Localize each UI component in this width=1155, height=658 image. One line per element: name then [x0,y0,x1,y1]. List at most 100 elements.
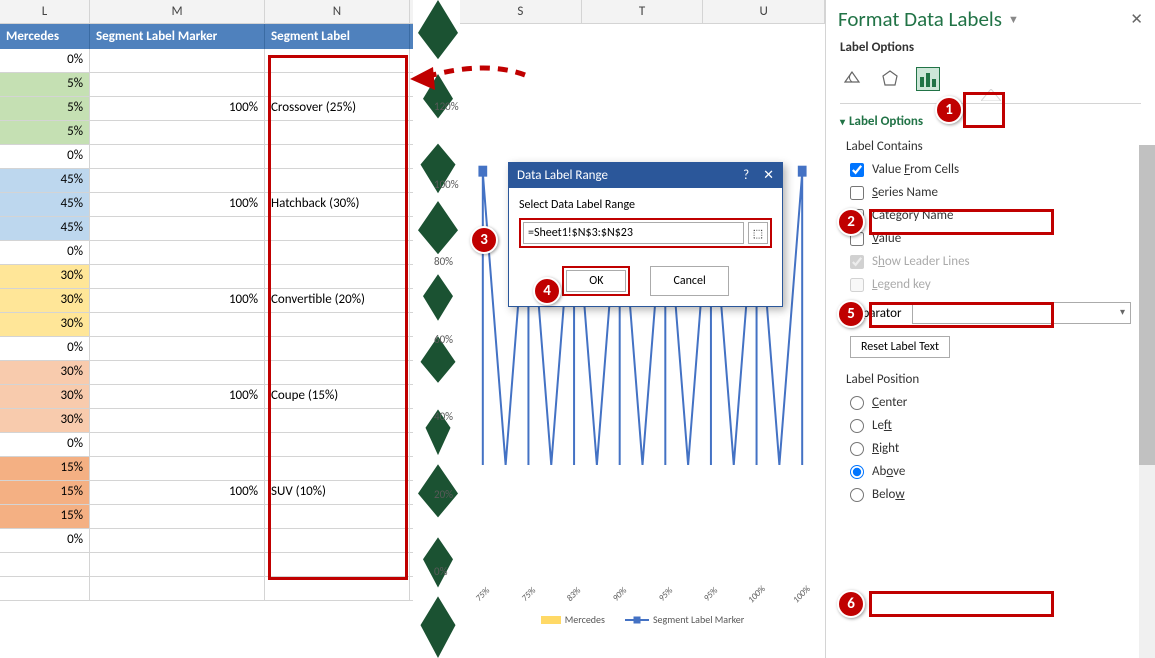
cell[interactable]: 100% [90,385,265,408]
value-from-cells-option[interactable]: Value From Cells [826,158,1155,181]
cell[interactable] [90,409,265,432]
table-row[interactable]: 45% [0,217,420,241]
hdr-segment-label[interactable]: Segment Label [265,24,410,49]
cell[interactable]: 15% [0,457,90,480]
cell[interactable]: 100% [90,289,265,312]
table-row[interactable]: 5%100%Crossover (25%) [0,97,420,121]
pane-close-icon[interactable]: ✕ [1130,10,1143,29]
cell[interactable]: 100% [90,97,265,120]
cell[interactable]: 45% [0,169,90,192]
cell[interactable] [265,409,410,432]
cell[interactable] [265,505,410,528]
table-row[interactable]: 45%100%Hatchback (30%) [0,193,420,217]
cell[interactable] [265,169,410,192]
data-label-range-input[interactable] [523,222,744,244]
table-row[interactable]: 0% [0,241,420,265]
left-radio[interactable] [850,419,864,433]
cell[interactable]: 0% [0,337,90,360]
cell[interactable]: 45% [0,217,90,240]
category-name-option[interactable]: Category Name [826,204,1155,227]
table-row[interactable]: 30% [0,409,420,433]
col-header-N[interactable]: N [265,0,410,23]
series-name-option[interactable]: Series Name [826,181,1155,204]
collapse-dialog-icon[interactable]: ⬚ [748,222,768,244]
cell[interactable] [265,361,410,384]
position-center-option[interactable]: Center [826,391,1155,414]
cell[interactable] [265,217,410,240]
col-header-S[interactable]: S [460,0,582,23]
cell[interactable]: 45% [0,193,90,216]
cell[interactable]: 30% [0,265,90,288]
stacked-chart[interactable]: 120%100%80%60%40%20%0% 75%75%83%90%95%95… [430,60,825,630]
cell[interactable] [90,217,265,240]
cell[interactable]: Hatchback (30%) [265,193,410,216]
cell[interactable] [90,529,265,552]
cell[interactable] [265,265,410,288]
value-from-cells-checkbox[interactable] [850,163,864,177]
cell[interactable]: 30% [0,385,90,408]
hdr-mercedes[interactable]: Mercedes [0,24,90,49]
cell[interactable] [265,457,410,480]
cell[interactable] [90,361,265,384]
below-radio[interactable] [850,488,864,502]
dialog-help-icon[interactable]: ? [743,168,749,183]
cell[interactable] [265,529,410,552]
cell[interactable] [265,313,410,336]
cell[interactable]: 100% [90,481,265,504]
table-row[interactable]: 0% [0,433,420,457]
table-row[interactable]: 15% [0,457,420,481]
center-radio[interactable] [850,396,864,410]
cell[interactable] [265,577,410,600]
cell[interactable] [90,169,265,192]
cell[interactable]: Crossover (25%) [265,97,410,120]
cell[interactable] [265,553,410,576]
table-row[interactable]: 45% [0,169,420,193]
cell[interactable]: 0% [0,145,90,168]
series-name-checkbox[interactable] [850,186,864,200]
cell[interactable]: Convertible (20%) [265,289,410,312]
cell[interactable] [90,241,265,264]
pane-scrollbar-thumb[interactable] [1139,145,1155,465]
cancel-button[interactable]: Cancel [650,266,728,296]
cell[interactable] [265,121,410,144]
cell[interactable] [0,577,90,600]
cell[interactable] [90,553,265,576]
table-row[interactable]: 30%100%Coupe (15%) [0,385,420,409]
cell[interactable] [90,265,265,288]
table-row[interactable]: 0% [0,337,420,361]
table-row[interactable]: 0% [0,145,420,169]
position-above-option[interactable]: Above [826,460,1155,483]
cell[interactable]: 0% [0,529,90,552]
separator-dropdown[interactable] [912,302,1132,324]
pane-dropdown-icon[interactable]: ▼ [1008,13,1019,26]
cell[interactable] [90,313,265,336]
table-row[interactable]: 0% [0,49,420,73]
reset-label-text-button[interactable]: Reset Label Text [850,336,950,358]
cell[interactable] [90,121,265,144]
cell[interactable]: 15% [0,481,90,504]
position-left-option[interactable]: Left [826,414,1155,437]
cell[interactable] [265,241,410,264]
cell[interactable]: 30% [0,409,90,432]
cell[interactable] [0,553,90,576]
cell[interactable]: 5% [0,73,90,96]
cell[interactable] [90,433,265,456]
right-radio[interactable] [850,442,864,456]
cell[interactable]: 30% [0,289,90,312]
value-option[interactable]: Value [826,227,1155,250]
cell[interactable] [265,337,410,360]
col-header-T[interactable]: T [582,0,704,23]
table-row[interactable] [0,553,420,577]
cell[interactable]: 15% [0,505,90,528]
dialog-close-icon[interactable]: ✕ [763,168,774,183]
cell[interactable] [90,577,265,600]
cell[interactable]: SUV (10%) [265,481,410,504]
cell[interactable] [90,337,265,360]
col-header-L[interactable]: L [0,0,90,23]
table-row[interactable] [0,577,420,601]
cell[interactable] [265,433,410,456]
ok-button[interactable]: OK [566,270,626,292]
table-row[interactable]: 5% [0,121,420,145]
table-row[interactable]: 15% [0,505,420,529]
table-row[interactable]: 30% [0,265,420,289]
